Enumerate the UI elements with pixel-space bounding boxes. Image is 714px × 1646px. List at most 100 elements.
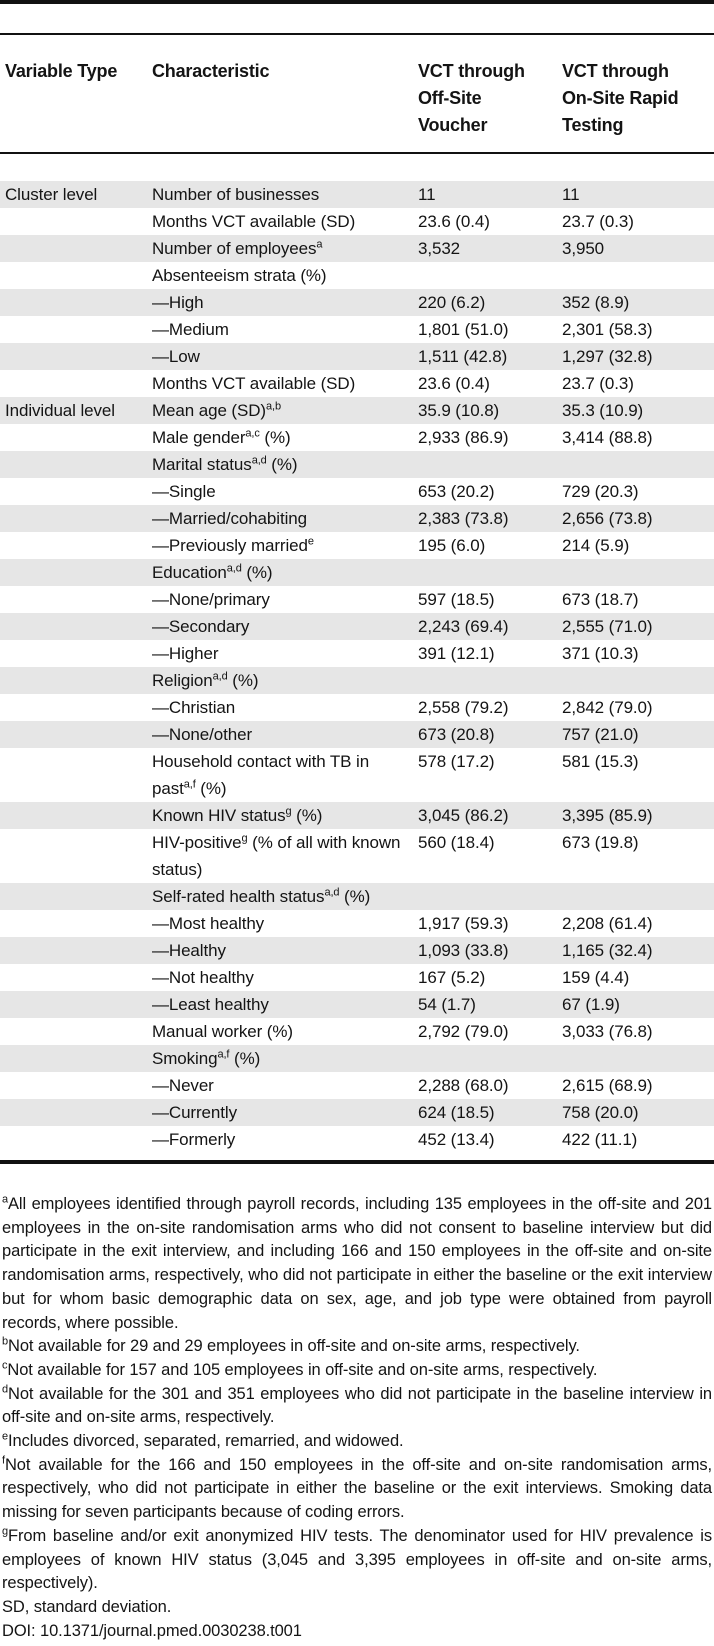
characteristic-label: —None/primary: [152, 590, 270, 609]
table-row: Known HIV statusg (%) 3,045 (86.2) 3,395…: [0, 802, 714, 829]
table-row: Absenteeism strata (%): [0, 262, 714, 289]
onsite-value-cell: 673 (18.7): [562, 590, 639, 609]
table-row: Religiona,d (%): [0, 667, 714, 694]
characteristic-cell: —None/primary: [152, 586, 418, 613]
table-row: Household contact with TB in pasta,f (%)…: [0, 748, 714, 802]
footnote: cNot available for 157 and 105 employees…: [2, 1359, 712, 1383]
offsite-value-cell: 54 (1.7): [418, 995, 476, 1014]
table-row: —Not healthy 167 (5.2) 159 (4.4): [0, 964, 714, 991]
footnote: eIncludes divorced, separated, remarried…: [2, 1430, 712, 1454]
characteristic-cell: Manual worker (%): [152, 1018, 418, 1045]
characteristic-label: Manual worker (%): [152, 1022, 293, 1041]
table-row: —Medium 1,801 (51.0) 2,301 (58.3): [0, 316, 714, 343]
characteristic-cell: —Formerly: [152, 1126, 418, 1153]
offsite-value-cell: 220 (6.2): [418, 293, 486, 312]
footnote-marker: a: [2, 1193, 9, 1206]
table-row: Educationa,d (%): [0, 559, 714, 586]
footnote-marker: c: [2, 1359, 8, 1372]
characteristic-cell: —Currently: [152, 1099, 418, 1126]
table-row: —Christian 2,558 (79.2) 2,842 (79.0): [0, 694, 714, 721]
table-row: Number of employeesa 3,532 3,950: [0, 235, 714, 262]
table-row: —Single 653 (20.2) 729 (20.3): [0, 478, 714, 505]
onsite-value-cell: 2,301 (58.3): [562, 320, 653, 339]
table-row: Male gendera,c (%) 2,933 (86.9) 3,414 (8…: [0, 424, 714, 451]
offsite-value-cell: 35.9 (10.8): [418, 401, 500, 420]
footnote-marker: f: [2, 1454, 5, 1467]
characteristic-label: —Previously married: [152, 536, 308, 555]
onsite-value-cell: 214 (5.9): [562, 536, 630, 555]
table-row: —High 220 (6.2) 352 (8.9): [0, 289, 714, 316]
footnotes-section: aAll employees identified through payrol…: [0, 1193, 714, 1643]
characteristic-label: Self-rated health status: [152, 887, 325, 906]
characteristic-label: —Secondary: [152, 617, 250, 636]
characteristic-cell: Number of businesses: [152, 181, 418, 208]
characteristic-suffix: (%): [195, 779, 227, 798]
onsite-value-cell: 673 (19.8): [562, 833, 639, 852]
characteristic-cell: —Low: [152, 343, 418, 370]
characteristic-label: —Most healthy: [152, 914, 265, 933]
offsite-value-cell: 2,558 (79.2): [418, 698, 509, 717]
bottom-rule: [0, 1160, 714, 1164]
characteristic-label: Male gender: [152, 428, 246, 447]
table-row: —None/other 673 (20.8) 757 (21.0): [0, 721, 714, 748]
characteristic-cell: Number of employeesa: [152, 235, 418, 262]
characteristic-cell: Mean age (SD)a,b: [152, 397, 418, 424]
characteristic-label: Marital status: [152, 455, 252, 474]
characteristic-suffix: (%): [259, 428, 291, 447]
variable-type-cell: Cluster level: [5, 185, 98, 204]
table-row: —Most healthy 1,917 (59.3) 2,208 (61.4): [0, 910, 714, 937]
characteristic-cell: Smokinga,f (%): [152, 1045, 418, 1072]
variable-type-cell: Individual level: [5, 401, 115, 420]
offsite-value-cell: 195 (6.0): [418, 536, 486, 555]
characteristic-label: HIV-positive: [152, 833, 242, 852]
characteristic-label: Months VCT available (SD): [152, 212, 356, 231]
characteristic-cell: —Previously marriede: [152, 532, 418, 559]
footnote: dNot available for the 301 and 351 emplo…: [2, 1383, 712, 1430]
offsite-value-cell: 2,243 (69.4): [418, 617, 509, 636]
table-row: —Healthy 1,093 (33.8) 1,165 (32.4): [0, 937, 714, 964]
characteristic-cell: Self-rated health statusa,d (%): [152, 883, 418, 910]
onsite-value-cell: 729 (20.3): [562, 482, 639, 501]
onsite-value-cell: 11: [562, 185, 580, 204]
top-gap: [0, 4, 714, 33]
table-row: Smokinga,f (%): [0, 1045, 714, 1072]
onsite-value-cell: 67 (1.9): [562, 995, 620, 1014]
top-rule: [0, 0, 714, 4]
characteristic-label: —Medium: [152, 320, 229, 339]
characteristic-cell: —Married/cohabiting: [152, 505, 418, 532]
table-body: Cluster level Number of businesses 11 11…: [0, 181, 714, 1153]
characteristic-cell: —Least healthy: [152, 991, 418, 1018]
onsite-value-cell: 3,414 (88.8): [562, 428, 653, 447]
onsite-value-cell: 23.7 (0.3): [562, 212, 634, 231]
onsite-value-cell: 2,208 (61.4): [562, 914, 653, 933]
characteristic-cell: —Not healthy: [152, 964, 418, 991]
footnote-marker: b: [2, 1335, 9, 1348]
characteristic-cell: Marital statusa,d (%): [152, 451, 418, 478]
characteristic-label: Number of businesses: [152, 185, 320, 204]
characteristic-label: Mean age (SD): [152, 401, 266, 420]
onsite-value-cell: 2,615 (68.9): [562, 1076, 653, 1095]
offsite-value-cell: 560 (18.4): [418, 833, 495, 852]
onsite-value-cell: 352 (8.9): [562, 293, 630, 312]
onsite-value-cell: 422 (11.1): [562, 1130, 638, 1149]
footnote-text: SD, standard deviation.: [2, 1597, 172, 1616]
characteristic-label: Months VCT available (SD): [152, 374, 356, 393]
footnote-text: From baseline and/or exit anonymized HIV…: [2, 1526, 712, 1593]
characteristic-cell: Male gendera,c (%): [152, 424, 418, 451]
footnote-superscript: g: [241, 832, 248, 845]
onsite-value-cell: 3,395 (85.9): [562, 806, 653, 825]
characteristic-label: —Formerly: [152, 1130, 236, 1149]
table-header-row: Variable Type Characteristic VCT through…: [0, 35, 714, 152]
characteristic-suffix: (%): [291, 806, 323, 825]
footnote-superscript: a,d: [324, 886, 340, 899]
table-row: —Secondary 2,243 (69.4) 2,555 (71.0): [0, 613, 714, 640]
onsite-value-cell: 758 (20.0): [562, 1103, 639, 1122]
offsite-value-cell: 624 (18.5): [418, 1103, 495, 1122]
footnote: SD, standard deviation.: [2, 1596, 712, 1620]
offsite-value-cell: 578 (17.2): [418, 752, 495, 771]
footnote: bNot available for 29 and 29 employees i…: [2, 1335, 712, 1359]
characteristic-label: —Higher: [152, 644, 219, 663]
table-row: Manual worker (%) 2,792 (79.0) 3,033 (76…: [0, 1018, 714, 1045]
characteristic-cell: —Higher: [152, 640, 418, 667]
